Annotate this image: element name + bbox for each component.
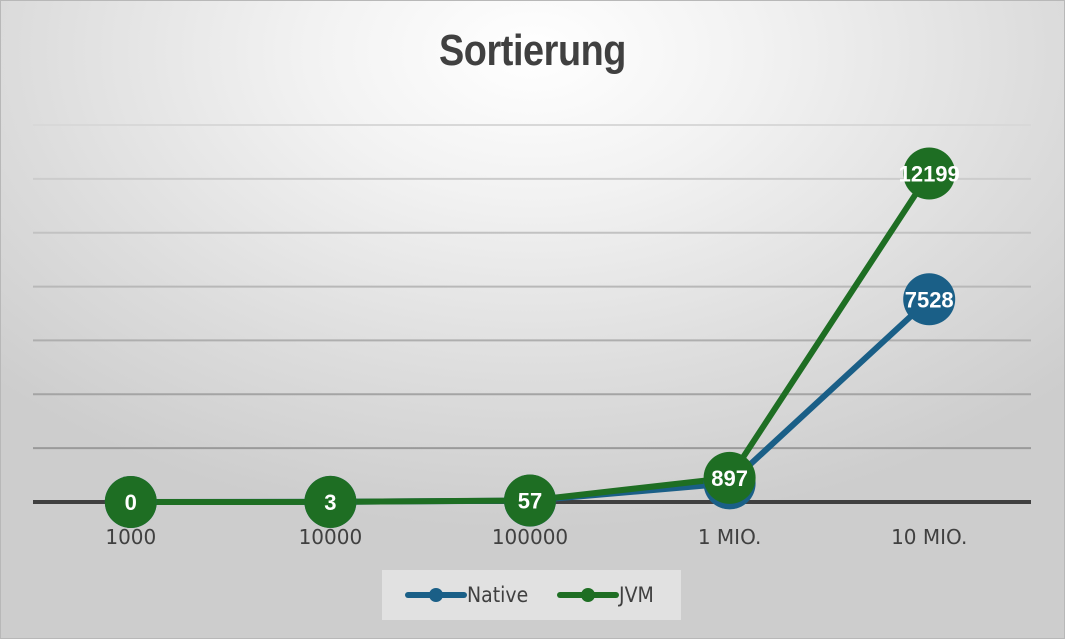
data-point-jvm[interactable]: 3 bbox=[304, 475, 357, 528]
data-label: 0 bbox=[125, 490, 137, 515]
data-label: 3 bbox=[324, 490, 336, 515]
x-tick-label: 1 MIO. bbox=[698, 525, 762, 549]
data-label: 897 bbox=[711, 466, 748, 491]
x-tick-label: 10 MIO. bbox=[891, 525, 967, 549]
legend: Native JVM bbox=[382, 570, 681, 620]
data-point-jvm[interactable]: 0 bbox=[104, 476, 157, 528]
native-line-marker-icon bbox=[405, 588, 468, 602]
data-label: 12199 bbox=[899, 161, 960, 186]
x-axis-labels: 1000 10000 100000 1 MIO. 10 MIO. bbox=[105, 525, 967, 549]
x-tick-label: 1000 bbox=[105, 525, 156, 549]
data-point-jvm[interactable]: 57 bbox=[504, 474, 556, 527]
data-label: 57 bbox=[518, 488, 542, 513]
x-tick-label: 100000 bbox=[492, 525, 568, 549]
data-point-jvm[interactable]: 897 bbox=[703, 451, 756, 504]
data-point-jvm[interactable]: 12199 bbox=[899, 147, 960, 200]
chart-title: Sortierung bbox=[438, 26, 626, 75]
series-lines bbox=[130, 171, 932, 505]
series-line-jvm bbox=[130, 171, 932, 505]
gridlines bbox=[33, 124, 1031, 450]
legend-label-jvm: JVM bbox=[619, 583, 654, 607]
data-point-native[interactable]: 7528 bbox=[903, 273, 956, 326]
legend-label-native: Native bbox=[467, 583, 529, 607]
legend-item-native[interactable]: Native bbox=[405, 583, 535, 607]
jvm-line-marker-icon bbox=[557, 588, 620, 602]
series-line-native bbox=[130, 297, 932, 505]
legend-item-jvm[interactable]: JVM bbox=[557, 583, 658, 607]
x-tick-label: 10000 bbox=[299, 525, 363, 549]
data-markers: 05516917528035789712199 bbox=[104, 147, 960, 528]
data-label: 7528 bbox=[905, 287, 954, 312]
